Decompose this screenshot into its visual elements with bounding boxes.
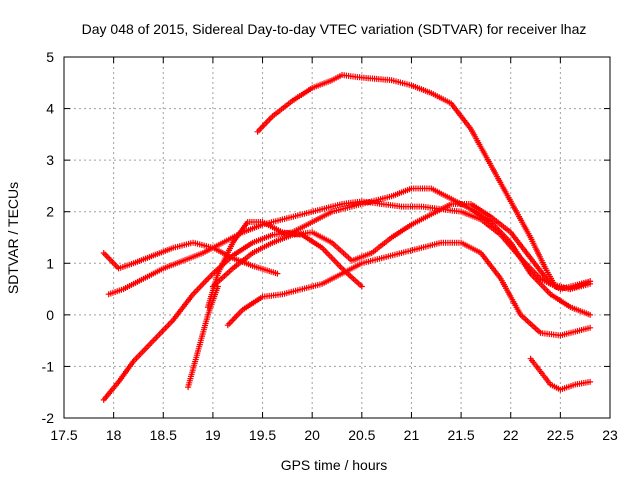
- x-tick-label: 20.5: [348, 427, 375, 443]
- series-track-8: [209, 201, 594, 293]
- y-tick-label: 3: [46, 152, 54, 168]
- series-markers: [224, 239, 594, 339]
- x-tick-label: 17.5: [50, 427, 77, 443]
- x-axis-label: GPS time / hours: [281, 457, 388, 473]
- x-tick-label: 20: [304, 427, 320, 443]
- series-markers: [254, 72, 594, 293]
- series-track-7: [224, 239, 594, 339]
- series-track-3: [100, 239, 281, 277]
- y-tick-label: 4: [46, 101, 54, 117]
- x-tick-label: 22: [503, 427, 519, 443]
- y-tick-label: -1: [42, 358, 55, 374]
- y-tick-label: 5: [46, 49, 54, 65]
- plot-frame: [63, 56, 611, 419]
- x-tick-label: 21: [404, 427, 420, 443]
- chart-title: Day 048 of 2015, Sidereal Day-to-day VTE…: [82, 21, 587, 37]
- y-axis-label: SDTVAR / TECUs: [5, 182, 21, 294]
- data-series: [100, 72, 594, 403]
- series-markers: [100, 185, 594, 403]
- x-tick-label: 18: [106, 427, 122, 443]
- series-track-1: [254, 72, 594, 293]
- x-tick-label: 19.5: [249, 427, 276, 443]
- x-tick-label: 19: [205, 427, 221, 443]
- x-tick-label: 23: [602, 427, 618, 443]
- y-tick-label: 0: [46, 307, 54, 323]
- y-tick-label: 1: [46, 255, 54, 271]
- y-tick-label: -2: [42, 410, 55, 426]
- series-markers: [100, 239, 281, 277]
- y-tick-label: 2: [46, 204, 54, 220]
- series-track-9: [527, 355, 594, 393]
- series-markers: [209, 201, 594, 293]
- series-track-4: [100, 185, 594, 403]
- axes: [63, 56, 611, 419]
- series-markers: [527, 355, 594, 393]
- x-tick-label: 21.5: [447, 427, 474, 443]
- x-tick-label: 22.5: [547, 427, 574, 443]
- x-tick-label: 18.5: [150, 427, 177, 443]
- ticks: 17.5 18 18.5 19 19.5 20 20.5 21 21.5 22 22.5 23-2-1…: [42, 49, 618, 443]
